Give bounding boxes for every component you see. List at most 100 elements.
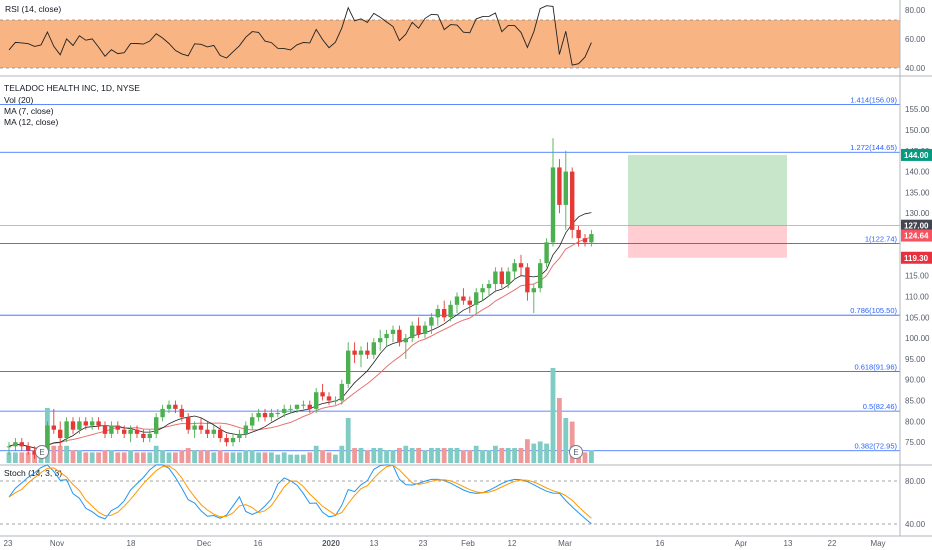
volume-bar bbox=[249, 450, 255, 463]
candle bbox=[160, 404, 165, 422]
candle bbox=[365, 342, 370, 359]
candle bbox=[243, 421, 248, 439]
fibonacci-extension[interactable]: 1.414(156.09) 1.272(144.65) 1(122.74) 0.786… bbox=[0, 96, 900, 452]
volume-bar bbox=[198, 450, 204, 463]
earnings-marker[interactable] bbox=[569, 445, 583, 459]
candle bbox=[77, 417, 82, 434]
volume-bar bbox=[320, 450, 325, 463]
candle bbox=[429, 313, 434, 334]
volume-bar bbox=[358, 448, 364, 463]
volume-bar bbox=[429, 448, 434, 463]
volume-bar bbox=[326, 452, 332, 463]
volume-bar bbox=[409, 448, 415, 463]
price-tag-label: 127.00 bbox=[904, 222, 929, 231]
volume-bar bbox=[224, 452, 229, 463]
indicator-ma-12[interactable]: MA (12, close) bbox=[4, 117, 58, 127]
candle bbox=[346, 342, 351, 389]
long-position-tool[interactable] bbox=[0, 154, 900, 258]
candle bbox=[237, 429, 242, 443]
rsi-pane: RSI (14, close) 80.00 60.00 40.00 bbox=[0, 4, 926, 73]
volume-bar bbox=[57, 445, 63, 463]
time-axis[interactable]: 23 Nov 18 Dec 16 2020 13 23 Feb 12 Mar 16 Apr 13 22 May bbox=[4, 539, 886, 548]
rsi-axis-ticks: 80.00 60.00 40.00 bbox=[905, 6, 926, 73]
volume-bar bbox=[525, 439, 530, 463]
candle bbox=[410, 321, 415, 343]
volume-bar bbox=[70, 450, 76, 463]
volume-bar bbox=[102, 450, 108, 463]
candle bbox=[51, 408, 56, 434]
volume-bar bbox=[563, 418, 569, 463]
rsi-label: RSI (14, close) bbox=[5, 4, 61, 14]
candle bbox=[179, 404, 184, 422]
candle bbox=[250, 413, 255, 430]
volume-bar bbox=[301, 454, 306, 463]
candle bbox=[147, 429, 152, 443]
volume-bar bbox=[557, 398, 562, 463]
volume-bar bbox=[83, 452, 89, 463]
candle bbox=[134, 425, 140, 439]
volume-bar bbox=[518, 448, 524, 463]
candle bbox=[314, 388, 319, 414]
time-axis-label: 13 bbox=[370, 539, 379, 548]
price-tag-label: 119.30 bbox=[904, 254, 929, 263]
candle bbox=[192, 421, 197, 439]
price-tick-label: 75.00 bbox=[905, 438, 926, 447]
candle bbox=[371, 338, 376, 359]
stoch-axis-ticks: 80.00 40.00 bbox=[905, 477, 926, 529]
time-axis-label: 13 bbox=[784, 539, 793, 548]
volume-bar bbox=[25, 452, 31, 463]
candle bbox=[454, 292, 460, 314]
candle bbox=[26, 442, 31, 455]
volume-bar bbox=[243, 450, 249, 463]
candle bbox=[109, 421, 114, 439]
candle bbox=[480, 283, 485, 301]
candle bbox=[550, 138, 556, 247]
candle bbox=[384, 329, 389, 347]
price-tick-label: 110.00 bbox=[905, 292, 929, 301]
candle bbox=[557, 159, 562, 214]
candle bbox=[256, 408, 261, 422]
volume-bar bbox=[19, 452, 25, 463]
price-tag bbox=[901, 251, 932, 264]
volume-bar bbox=[365, 450, 370, 463]
earnings-marker[interactable] bbox=[35, 445, 49, 459]
candle bbox=[499, 267, 504, 289]
time-axis-label: Feb bbox=[461, 539, 475, 548]
volume-bar bbox=[269, 452, 274, 463]
candle bbox=[224, 433, 229, 447]
position-profit-zone[interactable] bbox=[628, 154, 787, 226]
candle bbox=[90, 417, 95, 430]
time-axis-label: 23 bbox=[4, 539, 13, 548]
time-axis-label: 16 bbox=[656, 539, 665, 548]
candle bbox=[13, 438, 18, 451]
candle bbox=[58, 421, 63, 447]
volume-bar bbox=[550, 368, 556, 463]
volume-bar bbox=[64, 445, 69, 463]
indicator-vol[interactable]: Vol (20) bbox=[4, 95, 33, 105]
stoch-label: Stoch (14, 3, 3) bbox=[4, 468, 62, 478]
volume-bar bbox=[505, 448, 511, 463]
stoch-tick-label: 80.00 bbox=[905, 477, 926, 486]
candle bbox=[531, 283, 536, 314]
volume-bar bbox=[461, 450, 466, 463]
time-axis-label: Apr bbox=[735, 539, 748, 548]
candle bbox=[262, 408, 268, 422]
volume-bar bbox=[473, 445, 479, 463]
volume-bar bbox=[230, 452, 236, 463]
time-axis-label: Dec bbox=[197, 539, 211, 548]
volume-bar bbox=[121, 452, 127, 463]
volume-bar bbox=[262, 452, 268, 463]
candle bbox=[544, 238, 549, 268]
volume-bar bbox=[205, 450, 210, 463]
volume-bar bbox=[416, 448, 421, 463]
volume-bar bbox=[166, 452, 172, 463]
volume-bar bbox=[493, 445, 498, 463]
indicator-ma-7[interactable]: MA (7, close) bbox=[4, 106, 54, 116]
candle bbox=[461, 288, 466, 305]
candle bbox=[70, 417, 76, 434]
candle bbox=[570, 167, 575, 239]
price-tag bbox=[901, 148, 932, 161]
position-loss-zone[interactable] bbox=[628, 225, 787, 258]
